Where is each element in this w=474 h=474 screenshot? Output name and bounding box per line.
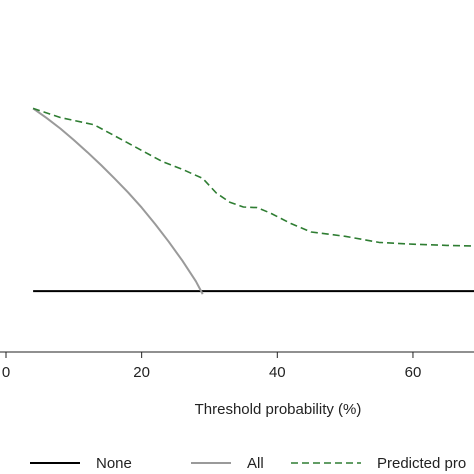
series-line-predicted-probability [32,107,474,247]
x-tick-label-40: 40 [269,364,286,381]
plot-area [32,107,474,295]
x-tick-label-60: 60 [405,364,422,381]
x-axis: 0 20 40 60 [0,351,474,381]
x-tick-label-0: 0 [2,364,10,381]
x-tick-label-20: 20 [133,364,150,381]
legend-label-all: All [247,455,264,472]
series-line-all [32,107,204,295]
legend: None All Predicted pro [30,455,466,472]
legend-label-none: None [96,455,132,472]
x-axis-title: Threshold probability (%) [195,401,362,418]
legend-label-predicted-probability: Predicted pro [377,455,466,472]
